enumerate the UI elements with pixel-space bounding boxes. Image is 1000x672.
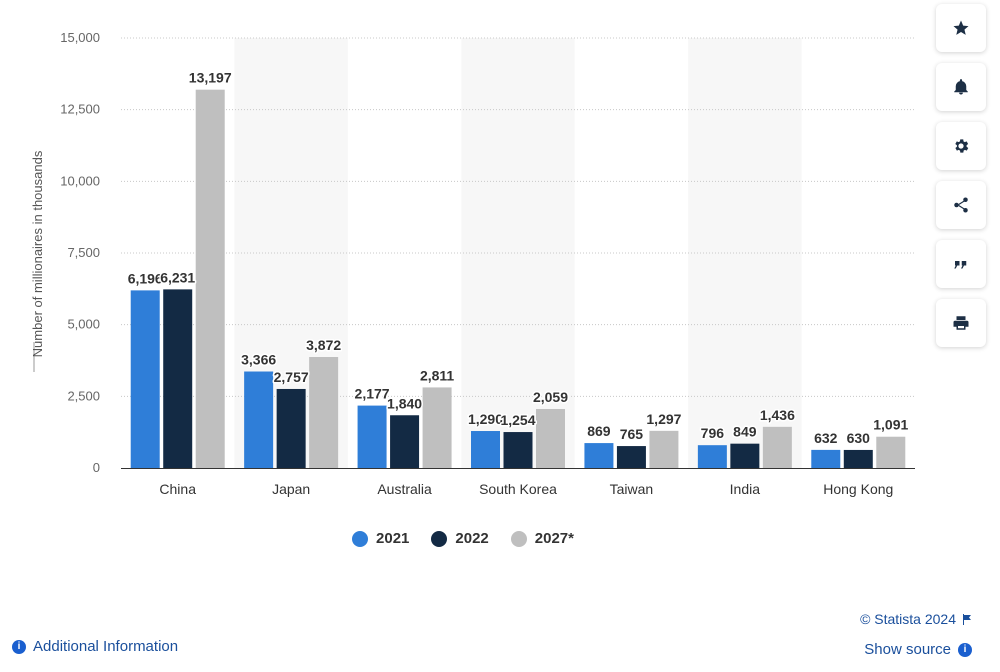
y-axis-title: Number of millionaires in thousands: [30, 150, 45, 357]
info-icon: i: [958, 642, 972, 657]
data-label: 765: [620, 426, 644, 442]
category-label: Australia: [377, 481, 432, 497]
bar: [811, 449, 841, 468]
favorite-button[interactable]: [936, 4, 986, 52]
legend-marker: [431, 530, 448, 547]
data-label: 6,196: [128, 270, 163, 286]
bar: [730, 443, 760, 468]
y-tick-label: 12,500: [60, 102, 100, 117]
side-toolbar: [936, 4, 986, 358]
legend-label: 2022: [455, 530, 489, 547]
y-tick-label: 2,500: [67, 388, 100, 403]
y-tick-label: 0: [93, 460, 100, 475]
copyright-label: © Statista 2024: [860, 611, 956, 627]
data-label: 1,840: [387, 395, 422, 411]
category-labels: China Japan Australia South Korea Taiwan Indi…: [159, 481, 893, 497]
star-icon: [953, 20, 969, 35]
data-label: 1,297: [646, 411, 681, 427]
y-tick-label: 10,000: [60, 173, 100, 188]
copyright-link[interactable]: © Statista 2024: [860, 611, 972, 627]
data-label: 1,290: [468, 411, 503, 427]
bar: [130, 290, 160, 468]
bar: [244, 371, 274, 468]
data-label: 2,811: [420, 367, 454, 383]
bar: [163, 289, 193, 468]
data-label: 13,197: [189, 70, 232, 86]
bar: [536, 408, 565, 468]
flag-icon: [963, 613, 971, 625]
additional-information-label: Additional Information: [33, 638, 179, 655]
data-label: 2,177: [355, 386, 390, 402]
bar: [616, 446, 646, 468]
bars: [130, 89, 906, 468]
bar: [309, 357, 339, 468]
data-label: 2,059: [533, 389, 568, 405]
bar: [697, 445, 727, 468]
share-button[interactable]: [936, 181, 986, 229]
bar: [762, 426, 792, 468]
bar: [876, 436, 906, 468]
data-label: 630: [847, 430, 871, 446]
bar: [276, 388, 306, 468]
data-label: 1,436: [760, 407, 795, 423]
category-label: Taiwan: [610, 481, 654, 497]
print-icon: [953, 316, 969, 330]
bar: [195, 89, 225, 468]
bell-icon: [954, 79, 968, 95]
legend-label: 2021: [376, 530, 410, 547]
gear-icon: [955, 139, 969, 153]
share-icon: [954, 197, 968, 213]
data-label: 1,091: [873, 417, 908, 433]
category-label: China: [159, 481, 196, 497]
category-label: Japan: [272, 481, 310, 497]
legend-item-2022[interactable]: 2022: [431, 530, 489, 547]
legend-label: 2027*: [534, 530, 574, 547]
data-label: 869: [587, 423, 611, 439]
bar: [584, 443, 614, 468]
category-band: [688, 38, 802, 468]
y-tick-label: 7,500: [67, 245, 100, 260]
show-source-link[interactable]: Show source i: [864, 641, 972, 658]
show-source-label: Show source: [864, 641, 951, 658]
legend-marker: [510, 530, 527, 547]
data-label: 2,757: [274, 369, 309, 385]
legend: 2021 2022 2027*: [0, 530, 926, 547]
info-icon: i: [12, 639, 26, 654]
bar: [649, 430, 679, 468]
data-label: 796: [701, 425, 725, 441]
additional-information-link[interactable]: i Additional Information: [12, 638, 178, 655]
quote-icon: [954, 261, 967, 269]
category-label: India: [730, 481, 761, 497]
bar: [503, 432, 533, 468]
y-tick-label: 5,000: [67, 317, 100, 332]
notification-button[interactable]: [936, 63, 986, 111]
print-button[interactable]: [936, 299, 986, 347]
settings-button[interactable]: [936, 122, 986, 170]
data-label: 6,231: [160, 269, 195, 285]
bar: [390, 415, 420, 468]
data-label: 849: [733, 424, 757, 440]
legend-marker: [352, 530, 369, 547]
data-label: 632: [814, 430, 838, 446]
data-label: 3,872: [306, 337, 341, 353]
data-label: 1,254: [500, 412, 535, 428]
y-tick-label: 15,000: [60, 30, 100, 45]
legend-item-2021[interactable]: 2021: [352, 530, 409, 547]
bar: [357, 405, 387, 468]
legend-item-2027[interactable]: 2027*: [510, 530, 574, 547]
y-axis-ticks: 0 2,500 5,000 7,500 10,000 12,500 15,000: [60, 30, 100, 475]
bar-chart: 0 2,500 5,000 7,500 10,000 12,500 15,000 6,196…: [30, 30, 915, 497]
category-label: Hong Kong: [823, 481, 893, 497]
category-label: South Korea: [479, 481, 557, 497]
data-label: 3,366: [241, 352, 276, 368]
cite-button[interactable]: [936, 240, 986, 288]
bar: [471, 431, 500, 468]
bar: [843, 449, 873, 468]
bar: [422, 387, 452, 468]
